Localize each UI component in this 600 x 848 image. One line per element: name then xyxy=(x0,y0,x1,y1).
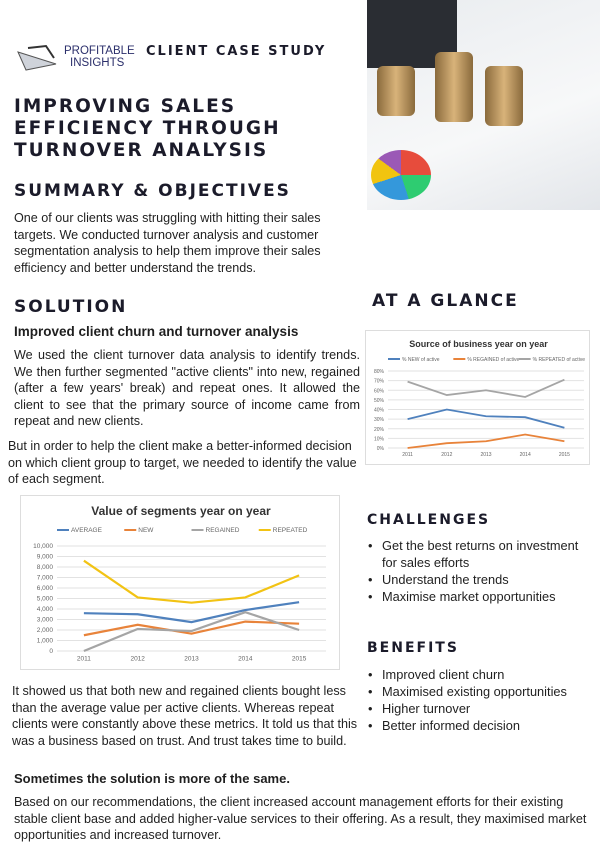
ship-logo-icon xyxy=(17,44,57,71)
series-line xyxy=(407,408,565,429)
x-tick-label: 2015 xyxy=(559,452,570,458)
closing-heading: Sometimes the solution is more of the sa… xyxy=(14,771,290,786)
hero-photo xyxy=(367,0,600,210)
y-tick-label: 80% xyxy=(374,369,385,375)
y-tick-label: 6,000 xyxy=(37,585,54,592)
document-label: CLIENT CASE STUDY xyxy=(146,44,327,59)
source-business-chart: Source of business year on year % NEW of … xyxy=(365,330,590,465)
list-item: Understand the trends xyxy=(368,571,593,588)
x-tick-label: 2014 xyxy=(238,656,253,663)
legend-label: REPEATED xyxy=(273,527,308,534)
x-tick-label: 2015 xyxy=(292,656,307,663)
challenges-heading: CHALLENGES xyxy=(367,512,491,528)
series-line xyxy=(83,601,300,624)
y-tick-label: 1,000 xyxy=(37,638,54,645)
summary-heading: SUMMARY & OBJECTIVES xyxy=(14,181,291,201)
x-tick-label: 2013 xyxy=(184,656,199,663)
chart-title: Source of business year on year xyxy=(409,339,548,349)
page-title: IMPROVING SALES EFFICIENCY THROUGH TURNOVE… xyxy=(14,96,281,161)
y-tick-label: 7,000 xyxy=(37,575,54,582)
legend-label: % NEW of active xyxy=(402,357,440,363)
y-tick-label: 10% xyxy=(374,436,385,442)
series-line xyxy=(407,433,565,449)
y-tick-label: 0 xyxy=(49,648,53,655)
solution-paragraph-1: We used the client turnover data analysi… xyxy=(14,348,360,428)
y-tick-label: 30% xyxy=(374,417,385,423)
y-tick-label: 40% xyxy=(374,408,385,414)
chart-title: Value of segments year on year xyxy=(91,504,271,518)
legend-label: NEW xyxy=(138,527,154,534)
y-tick-label: 9,000 xyxy=(37,554,54,561)
x-tick-label: 2011 xyxy=(402,452,413,458)
legend-label: % REGAINED of active xyxy=(467,357,519,363)
y-tick-label: 4,000 xyxy=(37,606,54,613)
y-tick-label: 0% xyxy=(377,446,385,452)
list-item: Maximised existing opportunities xyxy=(368,683,598,700)
list-item: Higher turnover xyxy=(368,700,598,717)
list-item: Better informed decision xyxy=(368,717,598,734)
x-tick-label: 2014 xyxy=(520,452,531,458)
y-tick-label: 20% xyxy=(374,427,385,433)
glance-heading: AT A GLANCE xyxy=(372,291,519,311)
y-tick-label: 70% xyxy=(374,379,385,385)
y-tick-label: 2,000 xyxy=(37,627,54,634)
list-item: Get the best returns on investment for s… xyxy=(368,537,593,571)
legend-label: % REPEATED of active xyxy=(533,357,586,363)
benefits-list: Improved client churn Maximised existing… xyxy=(368,666,598,734)
solution-paragraph-3: It showed us that both new and regained … xyxy=(12,684,358,748)
y-tick-label: 8,000 xyxy=(37,564,54,571)
series-line xyxy=(83,620,300,637)
list-item: Maximise market opportunities xyxy=(368,588,593,605)
solution-subheading: Improved client churn and turnover analy… xyxy=(14,324,299,339)
y-tick-label: 60% xyxy=(374,388,385,394)
solution-paragraph-2: But in order to help the client make a b… xyxy=(8,439,357,486)
value-segments-chart: Value of segments year on year AVERAGE NEW… xyxy=(20,495,340,670)
closing-text: Based on our recommendations, the client… xyxy=(14,795,587,842)
x-tick-label: 2012 xyxy=(441,452,452,458)
solution-heading: SOLUTION xyxy=(14,297,128,317)
challenges-list: Get the best returns on investment for s… xyxy=(368,537,593,605)
x-tick-label: 2013 xyxy=(480,452,491,458)
pie-chart-image xyxy=(371,150,431,200)
logo: PROFITABLE INSIGHTS xyxy=(16,42,135,72)
legend-label: REGAINED xyxy=(206,527,240,534)
series-line xyxy=(407,378,565,398)
y-tick-label: 10,000 xyxy=(33,543,53,550)
x-tick-label: 2011 xyxy=(77,656,91,663)
y-tick-label: 3,000 xyxy=(37,617,54,624)
legend-label: AVERAGE xyxy=(71,527,103,534)
y-tick-label: 50% xyxy=(374,398,385,404)
series-line xyxy=(83,559,300,604)
y-tick-label: 5,000 xyxy=(37,596,54,603)
x-tick-label: 2012 xyxy=(130,656,145,663)
benefits-heading: BENEFITS xyxy=(367,640,459,656)
summary-text: One of our clients was struggling with h… xyxy=(14,211,321,275)
series-line xyxy=(83,610,300,653)
list-item: Improved client churn xyxy=(368,666,598,683)
